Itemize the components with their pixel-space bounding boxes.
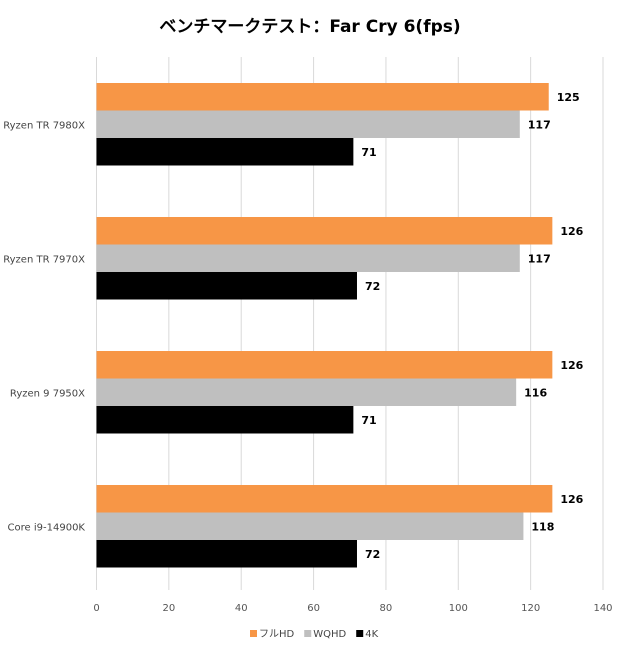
x-tick-label: 20 [162, 603, 175, 614]
category-label: Ryzen 9 7950X [10, 388, 85, 399]
x-tick-label: 140 [593, 603, 612, 614]
bar-WQHD [96, 244, 520, 272]
x-tick-label: 100 [449, 603, 468, 614]
x-tick-label: 0 [93, 603, 99, 614]
chart-title: ベンチマークテスト：Far Cry 6(fps) [159, 17, 461, 37]
data-label: 71 [361, 414, 376, 427]
x-tick-label: 40 [235, 603, 248, 614]
x-tick-label: 80 [380, 603, 393, 614]
bar-4K [96, 138, 354, 166]
data-label: 126 [560, 493, 583, 506]
bar-4K [96, 272, 357, 300]
bar-4K [96, 540, 357, 568]
bar-WQHD [96, 512, 524, 540]
bar-フルHD [96, 217, 553, 245]
legend-swatch [250, 630, 257, 637]
data-label: 126 [560, 359, 583, 372]
category-label: Ryzen TR 7980X [3, 120, 85, 131]
bar-フルHD [96, 485, 553, 513]
bar-フルHD [96, 83, 549, 111]
legend-label: フルHD [259, 629, 295, 640]
data-label: 117 [528, 252, 551, 265]
data-label: 116 [524, 386, 547, 399]
data-label: 125 [557, 91, 580, 104]
data-label: 72 [365, 548, 380, 561]
data-label: 72 [365, 280, 380, 293]
bar-WQHD [96, 110, 520, 138]
category-label: Core i9-14900K [8, 522, 86, 533]
legend-swatch [304, 630, 312, 637]
data-label: 118 [531, 520, 554, 533]
legend-swatch [356, 630, 364, 637]
legend-label: 4K [365, 629, 378, 640]
bar-WQHD [96, 378, 517, 406]
x-tick-label: 60 [307, 603, 320, 614]
data-label: 117 [528, 118, 551, 131]
x-tick-label: 120 [521, 603, 540, 614]
bar-4K [96, 406, 354, 434]
data-label: 126 [560, 225, 583, 238]
bar-フルHD [96, 351, 553, 379]
legend-label: WQHD [313, 629, 346, 640]
category-label: Ryzen TR 7970X [3, 254, 85, 265]
data-label: 71 [361, 146, 376, 159]
